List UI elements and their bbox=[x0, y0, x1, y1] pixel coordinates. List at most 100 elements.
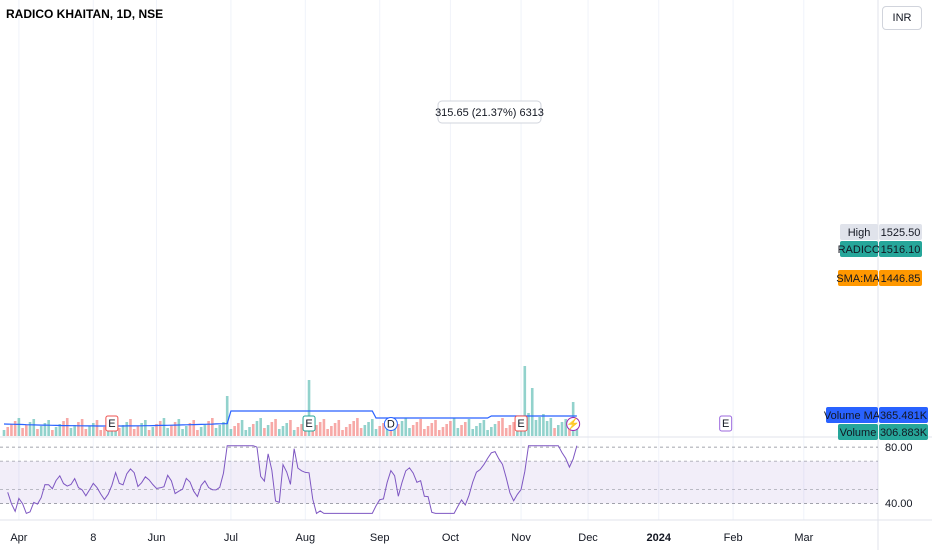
news-marker-icon: ⚡ bbox=[566, 418, 580, 431]
earnings-marker-label: E bbox=[108, 418, 115, 430]
x-tick-label: Aug bbox=[296, 532, 316, 544]
volume-bar bbox=[318, 422, 322, 436]
rsi-upper-label: 80.00 bbox=[885, 442, 913, 454]
earnings-marker-label: E bbox=[305, 418, 312, 430]
volume-bar bbox=[218, 425, 222, 436]
volume-bar bbox=[155, 424, 158, 436]
measure-label-box bbox=[437, 100, 542, 124]
volume-bar bbox=[162, 418, 166, 436]
volume-bar bbox=[158, 421, 162, 436]
volume-bar bbox=[356, 418, 359, 436]
volume-bar bbox=[17, 418, 21, 436]
volume-bar bbox=[315, 425, 318, 436]
volume-label: Volume bbox=[840, 427, 877, 439]
currency-selector[interactable]: INR bbox=[882, 6, 922, 30]
volume-bar bbox=[475, 426, 478, 436]
volume-bar bbox=[564, 419, 568, 436]
volume-bar bbox=[125, 422, 129, 436]
currency-label: INR bbox=[892, 12, 912, 24]
volume-bar bbox=[2, 430, 6, 436]
volume-bar bbox=[99, 430, 103, 436]
volume-bar bbox=[382, 423, 385, 436]
volume-bar bbox=[118, 428, 121, 436]
volume-bar bbox=[363, 425, 367, 436]
volume-bar bbox=[151, 427, 155, 436]
volume-bar bbox=[411, 425, 415, 436]
volume-bar bbox=[203, 424, 207, 436]
volume-bar bbox=[285, 423, 289, 436]
high-value-bg bbox=[879, 224, 922, 240]
volume-bar bbox=[25, 425, 28, 436]
volume-bar bbox=[43, 423, 47, 436]
earnings-marker-label: E bbox=[517, 418, 524, 430]
volume-bar bbox=[207, 421, 210, 436]
volume-bar bbox=[560, 422, 564, 436]
rsi-line bbox=[7, 445, 578, 515]
volume-bar bbox=[367, 422, 370, 436]
rsi-band bbox=[0, 461, 878, 504]
volume-bar bbox=[251, 424, 255, 436]
volume-bar bbox=[441, 427, 445, 436]
volume-bar bbox=[426, 426, 430, 436]
volume-bar bbox=[233, 426, 236, 436]
rsi-lower-label: 40.00 bbox=[885, 498, 913, 510]
earnings-marker bbox=[302, 415, 316, 432]
volume-bar bbox=[136, 426, 140, 436]
volume-bar bbox=[237, 423, 240, 436]
volume-bar bbox=[166, 428, 169, 436]
x-tick-label: Dec bbox=[578, 532, 598, 544]
volume-bar bbox=[277, 429, 281, 436]
volume-bar bbox=[490, 427, 493, 436]
volume-bar bbox=[192, 420, 196, 436]
volume-label-bg bbox=[838, 424, 878, 440]
volume-bar bbox=[65, 418, 69, 436]
x-tick-label: Nov bbox=[511, 532, 531, 544]
volume-bar bbox=[211, 418, 214, 436]
last-price-badge: 1516.10 bbox=[881, 244, 921, 256]
volume-bar bbox=[508, 425, 512, 436]
volume-ma-line bbox=[3, 410, 577, 427]
volume-bar bbox=[222, 422, 225, 436]
volume-bar bbox=[423, 429, 426, 436]
volume-bar bbox=[36, 429, 39, 436]
volume-bar bbox=[62, 421, 65, 436]
volume-bar bbox=[144, 420, 147, 436]
volume-bar bbox=[170, 425, 173, 436]
volume-bar bbox=[512, 422, 515, 436]
sma-value-badge: 1446.85 bbox=[881, 273, 921, 285]
volume-bar bbox=[54, 427, 58, 436]
sma-label-badge: SMA:MA bbox=[836, 273, 880, 285]
volume-bar bbox=[47, 420, 50, 436]
volume-bar bbox=[132, 429, 136, 436]
volume-bar bbox=[348, 424, 352, 436]
volume-bar bbox=[486, 430, 489, 436]
x-tick-label: 8 bbox=[90, 532, 96, 544]
volume-bar bbox=[449, 421, 452, 436]
volume-bar bbox=[374, 429, 378, 436]
volume-ma-value-bg bbox=[879, 407, 928, 423]
volume-bar bbox=[259, 418, 262, 436]
volume-bar bbox=[21, 428, 24, 436]
measure-label: 315.65 (21.37%) 6313 bbox=[435, 107, 544, 119]
volume-bar bbox=[504, 428, 508, 436]
volume-bar bbox=[549, 418, 553, 436]
volume-bar bbox=[307, 380, 311, 436]
volume-ma-value: 365.481K bbox=[880, 410, 928, 422]
volume-bar bbox=[263, 428, 266, 436]
volume-bar bbox=[103, 427, 106, 436]
volume-bar bbox=[463, 422, 467, 436]
x-tick-label: Mar bbox=[794, 532, 813, 544]
chart-title: RADICO KHAITAN, 1D, NSE bbox=[6, 7, 163, 21]
volume-bar bbox=[333, 423, 337, 436]
volume-bar bbox=[229, 429, 233, 436]
volume-bar bbox=[196, 430, 199, 436]
volume-bar bbox=[568, 429, 571, 436]
volume-bar bbox=[95, 420, 99, 436]
volume-bar bbox=[389, 430, 393, 436]
volume-bar bbox=[28, 422, 32, 436]
volume-bar bbox=[530, 388, 534, 436]
volume-bar bbox=[73, 425, 76, 436]
volume-bar bbox=[534, 420, 538, 436]
volume-bar bbox=[240, 420, 244, 436]
